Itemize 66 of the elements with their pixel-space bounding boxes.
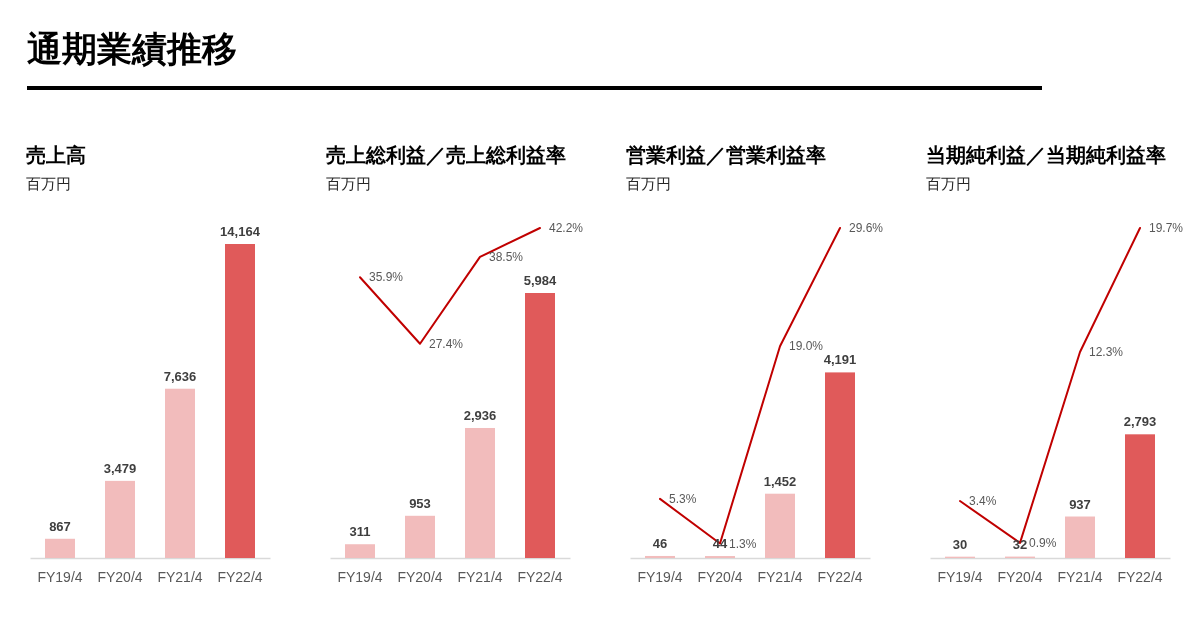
data-label: 4,191 bbox=[823, 352, 857, 368]
data-label: 27.4% bbox=[429, 336, 464, 351]
data-label: 867 bbox=[49, 518, 71, 534]
x-tick-label: FY21/4 bbox=[757, 568, 803, 585]
data-label: 0.9% bbox=[1029, 535, 1057, 550]
data-label: 1,452 bbox=[763, 473, 797, 489]
chart-title: 売上高 bbox=[26, 144, 86, 166]
bar bbox=[645, 555, 675, 558]
data-label: 44 bbox=[712, 536, 728, 552]
data-label: 3,479 bbox=[103, 460, 137, 476]
data-label: 2,793 bbox=[1123, 414, 1157, 430]
data-label: 19.7% bbox=[1149, 221, 1184, 235]
bar bbox=[1065, 516, 1095, 558]
x-tick-label: FY21/4 bbox=[1057, 568, 1103, 585]
x-tick-label: FY22/4 bbox=[217, 568, 263, 585]
chart-title: 営業利益／営業利益率 bbox=[626, 144, 826, 166]
data-label: 42.2% bbox=[549, 221, 584, 235]
data-label: 19.0% bbox=[789, 339, 824, 354]
bar bbox=[225, 244, 255, 558]
chart-subtitle: 百万円 bbox=[26, 175, 71, 192]
chart-title: 売上総利益／売上総利益率 bbox=[326, 144, 566, 166]
data-label: 38.5% bbox=[489, 249, 524, 264]
data-label: 5,984 bbox=[523, 273, 558, 288]
bar bbox=[825, 372, 855, 558]
x-tick-label: FY19/4 bbox=[937, 568, 983, 585]
x-tick-label: FY20/4 bbox=[697, 568, 743, 585]
data-label: 32 bbox=[1012, 536, 1028, 552]
bar bbox=[1125, 434, 1155, 558]
data-label: 2,936 bbox=[463, 407, 497, 423]
data-label: 30 bbox=[952, 536, 968, 552]
data-label: 14,164 bbox=[220, 224, 261, 239]
data-label: 12.3% bbox=[1089, 344, 1124, 359]
data-label: 3.4% bbox=[969, 494, 997, 509]
data-label: 1.3% bbox=[729, 536, 757, 551]
bar bbox=[405, 515, 435, 558]
data-label: 311 bbox=[349, 524, 371, 540]
chart-subtitle: 百万円 bbox=[926, 175, 971, 192]
x-tick-label: FY21/4 bbox=[457, 568, 503, 585]
chart-subtitle: 百万円 bbox=[326, 175, 371, 192]
bar bbox=[105, 480, 135, 558]
x-tick-label: FY19/4 bbox=[337, 568, 383, 585]
bar bbox=[765, 493, 795, 558]
text: 通期業績推移 bbox=[27, 29, 237, 68]
bar bbox=[525, 293, 555, 558]
bar bbox=[465, 427, 495, 558]
x-tick-label: FY20/4 bbox=[397, 568, 443, 585]
data-label: 953 bbox=[409, 495, 431, 511]
x-tick-label: FY19/4 bbox=[37, 568, 83, 585]
data-label: 46 bbox=[652, 535, 668, 551]
x-tick-label: FY22/4 bbox=[1117, 568, 1163, 585]
data-label: 29.6% bbox=[849, 221, 884, 235]
x-tick-label: FY19/4 bbox=[637, 568, 683, 585]
x-tick-label: FY20/4 bbox=[97, 568, 143, 585]
data-label: 7,636 bbox=[163, 368, 197, 384]
x-tick-label: FY20/4 bbox=[997, 568, 1043, 585]
x-tick-label: FY22/4 bbox=[817, 568, 863, 585]
x-tick-label: FY22/4 bbox=[517, 568, 563, 585]
bar bbox=[345, 544, 375, 558]
chart-subtitle: 百万円 bbox=[626, 175, 671, 192]
data-label: 937 bbox=[1069, 496, 1091, 512]
bar bbox=[165, 388, 195, 558]
chart-title: 当期純利益／当期純利益率 bbox=[926, 144, 1166, 166]
bar bbox=[45, 538, 75, 558]
data-label: 35.9% bbox=[369, 270, 404, 285]
x-tick-label: FY21/4 bbox=[157, 568, 203, 585]
data-label: 5.3% bbox=[669, 491, 697, 506]
